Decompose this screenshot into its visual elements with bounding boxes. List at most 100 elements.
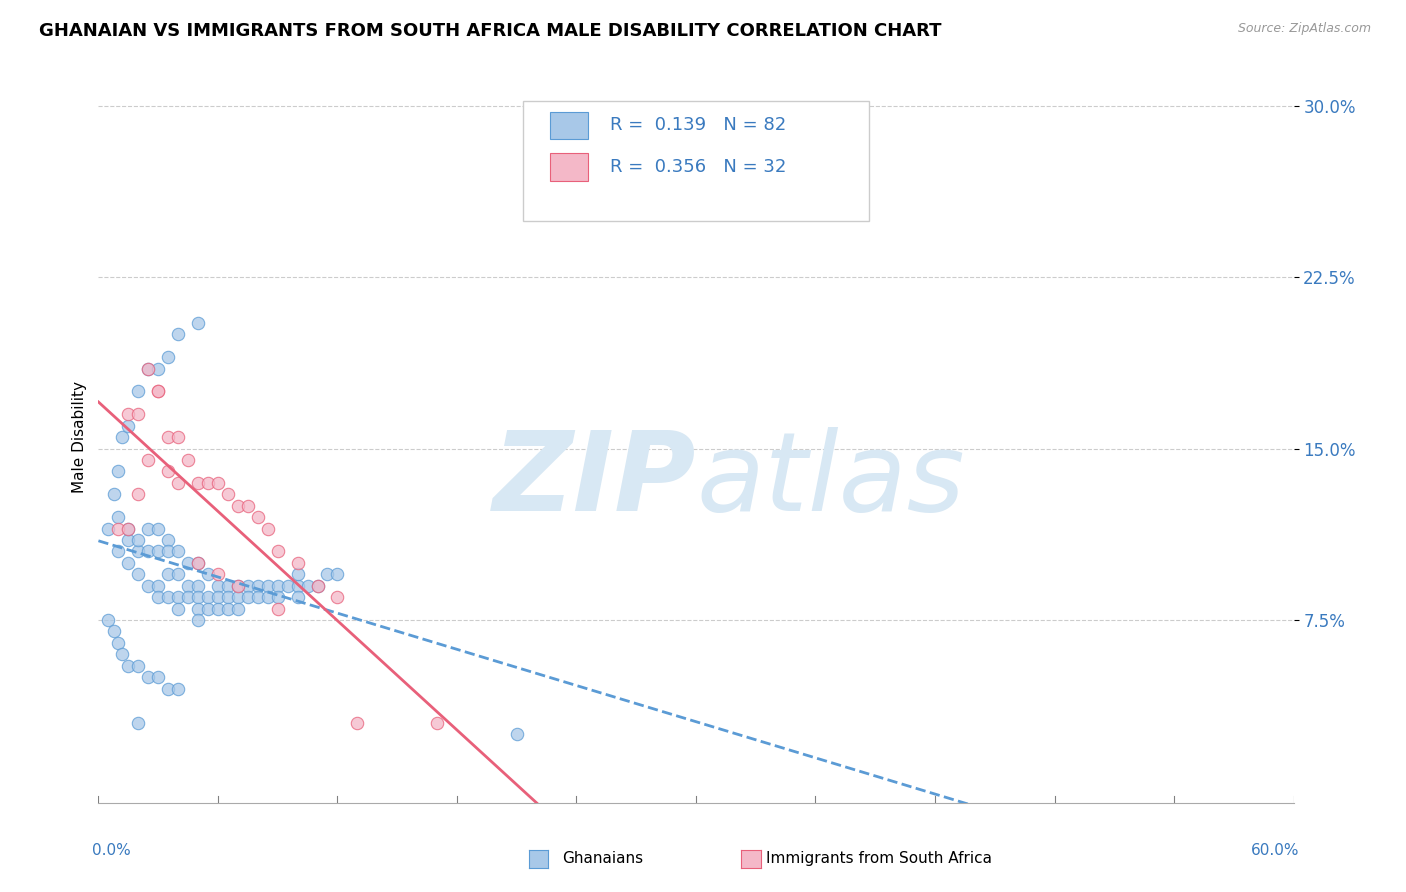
Point [346,715,368,730]
Point [226,590,249,604]
Point [157,567,180,582]
Point [136,544,159,558]
Point [97,613,120,627]
Text: 60.0%: 60.0% [1251,843,1299,858]
Point [197,601,219,615]
Point [117,407,139,421]
Point [217,487,239,501]
Point [107,521,129,535]
Point [287,579,309,593]
Point [157,350,180,364]
Text: 0.0%: 0.0% [93,843,131,858]
Point [226,579,249,593]
Point [148,670,170,684]
Point [197,590,219,604]
Point [111,430,134,444]
Point [177,579,200,593]
Point [287,556,309,570]
Point [127,384,149,399]
Point [267,579,290,593]
Point [207,601,229,615]
Point [157,590,180,604]
Point [148,590,170,604]
Point [236,579,259,593]
Point [167,567,190,582]
Point [136,361,159,376]
Point [187,579,209,593]
Text: ZIP: ZIP [492,427,696,534]
Point [187,590,209,604]
Point [177,556,200,570]
Point [256,590,278,604]
Point [167,544,190,558]
Point [117,533,139,547]
Point [217,590,239,604]
Point [326,590,349,604]
Point [226,579,249,593]
Point [226,601,249,615]
FancyBboxPatch shape [523,101,869,221]
Point [267,601,290,615]
Point [236,590,259,604]
Point [103,624,125,639]
Point [148,579,170,593]
Point [136,453,159,467]
Point [157,544,180,558]
Point [148,361,170,376]
Point [256,521,278,535]
Point [167,327,190,342]
Point [148,384,170,399]
Point [127,567,149,582]
Point [246,579,269,593]
Point [157,681,180,696]
Point [207,590,229,604]
Point [103,487,125,501]
Point [197,567,219,582]
Point [506,727,529,741]
Point [127,544,149,558]
Point [111,647,134,661]
Point [127,658,149,673]
Point [107,636,129,650]
Point [197,475,219,490]
Point [187,613,209,627]
Text: Source: ZipAtlas.com: Source: ZipAtlas.com [1237,22,1371,36]
Point [167,590,190,604]
Point [127,533,149,547]
Point [117,521,139,535]
Point [127,407,149,421]
Point [117,658,139,673]
Point [246,590,269,604]
Text: R =  0.139   N = 82: R = 0.139 N = 82 [610,117,786,135]
Point [326,567,349,582]
Point [136,670,159,684]
Text: Ghanaians: Ghanaians [562,851,644,865]
Point [136,579,159,593]
Point [267,544,290,558]
Point [107,510,129,524]
Point [187,601,209,615]
Point [157,533,180,547]
Text: Immigrants from South Africa: Immigrants from South Africa [766,851,993,865]
Point [97,521,120,535]
Point [148,544,170,558]
Point [207,567,229,582]
Point [187,556,209,570]
Point [127,487,149,501]
Point [117,521,139,535]
Point [226,499,249,513]
Point [307,579,329,593]
Text: R =  0.356   N = 32: R = 0.356 N = 32 [610,158,786,177]
Point [177,590,200,604]
Point [107,464,129,478]
Point [307,579,329,593]
Text: GHANAIAN VS IMMIGRANTS FROM SOUTH AFRICA MALE DISABILITY CORRELATION CHART: GHANAIAN VS IMMIGRANTS FROM SOUTH AFRICA… [39,22,942,40]
Bar [550,112,589,139]
Point [167,601,190,615]
Point [207,579,229,593]
Point [148,384,170,399]
Point [127,715,149,730]
Point [217,601,239,615]
Point [136,521,159,535]
Point [287,590,309,604]
